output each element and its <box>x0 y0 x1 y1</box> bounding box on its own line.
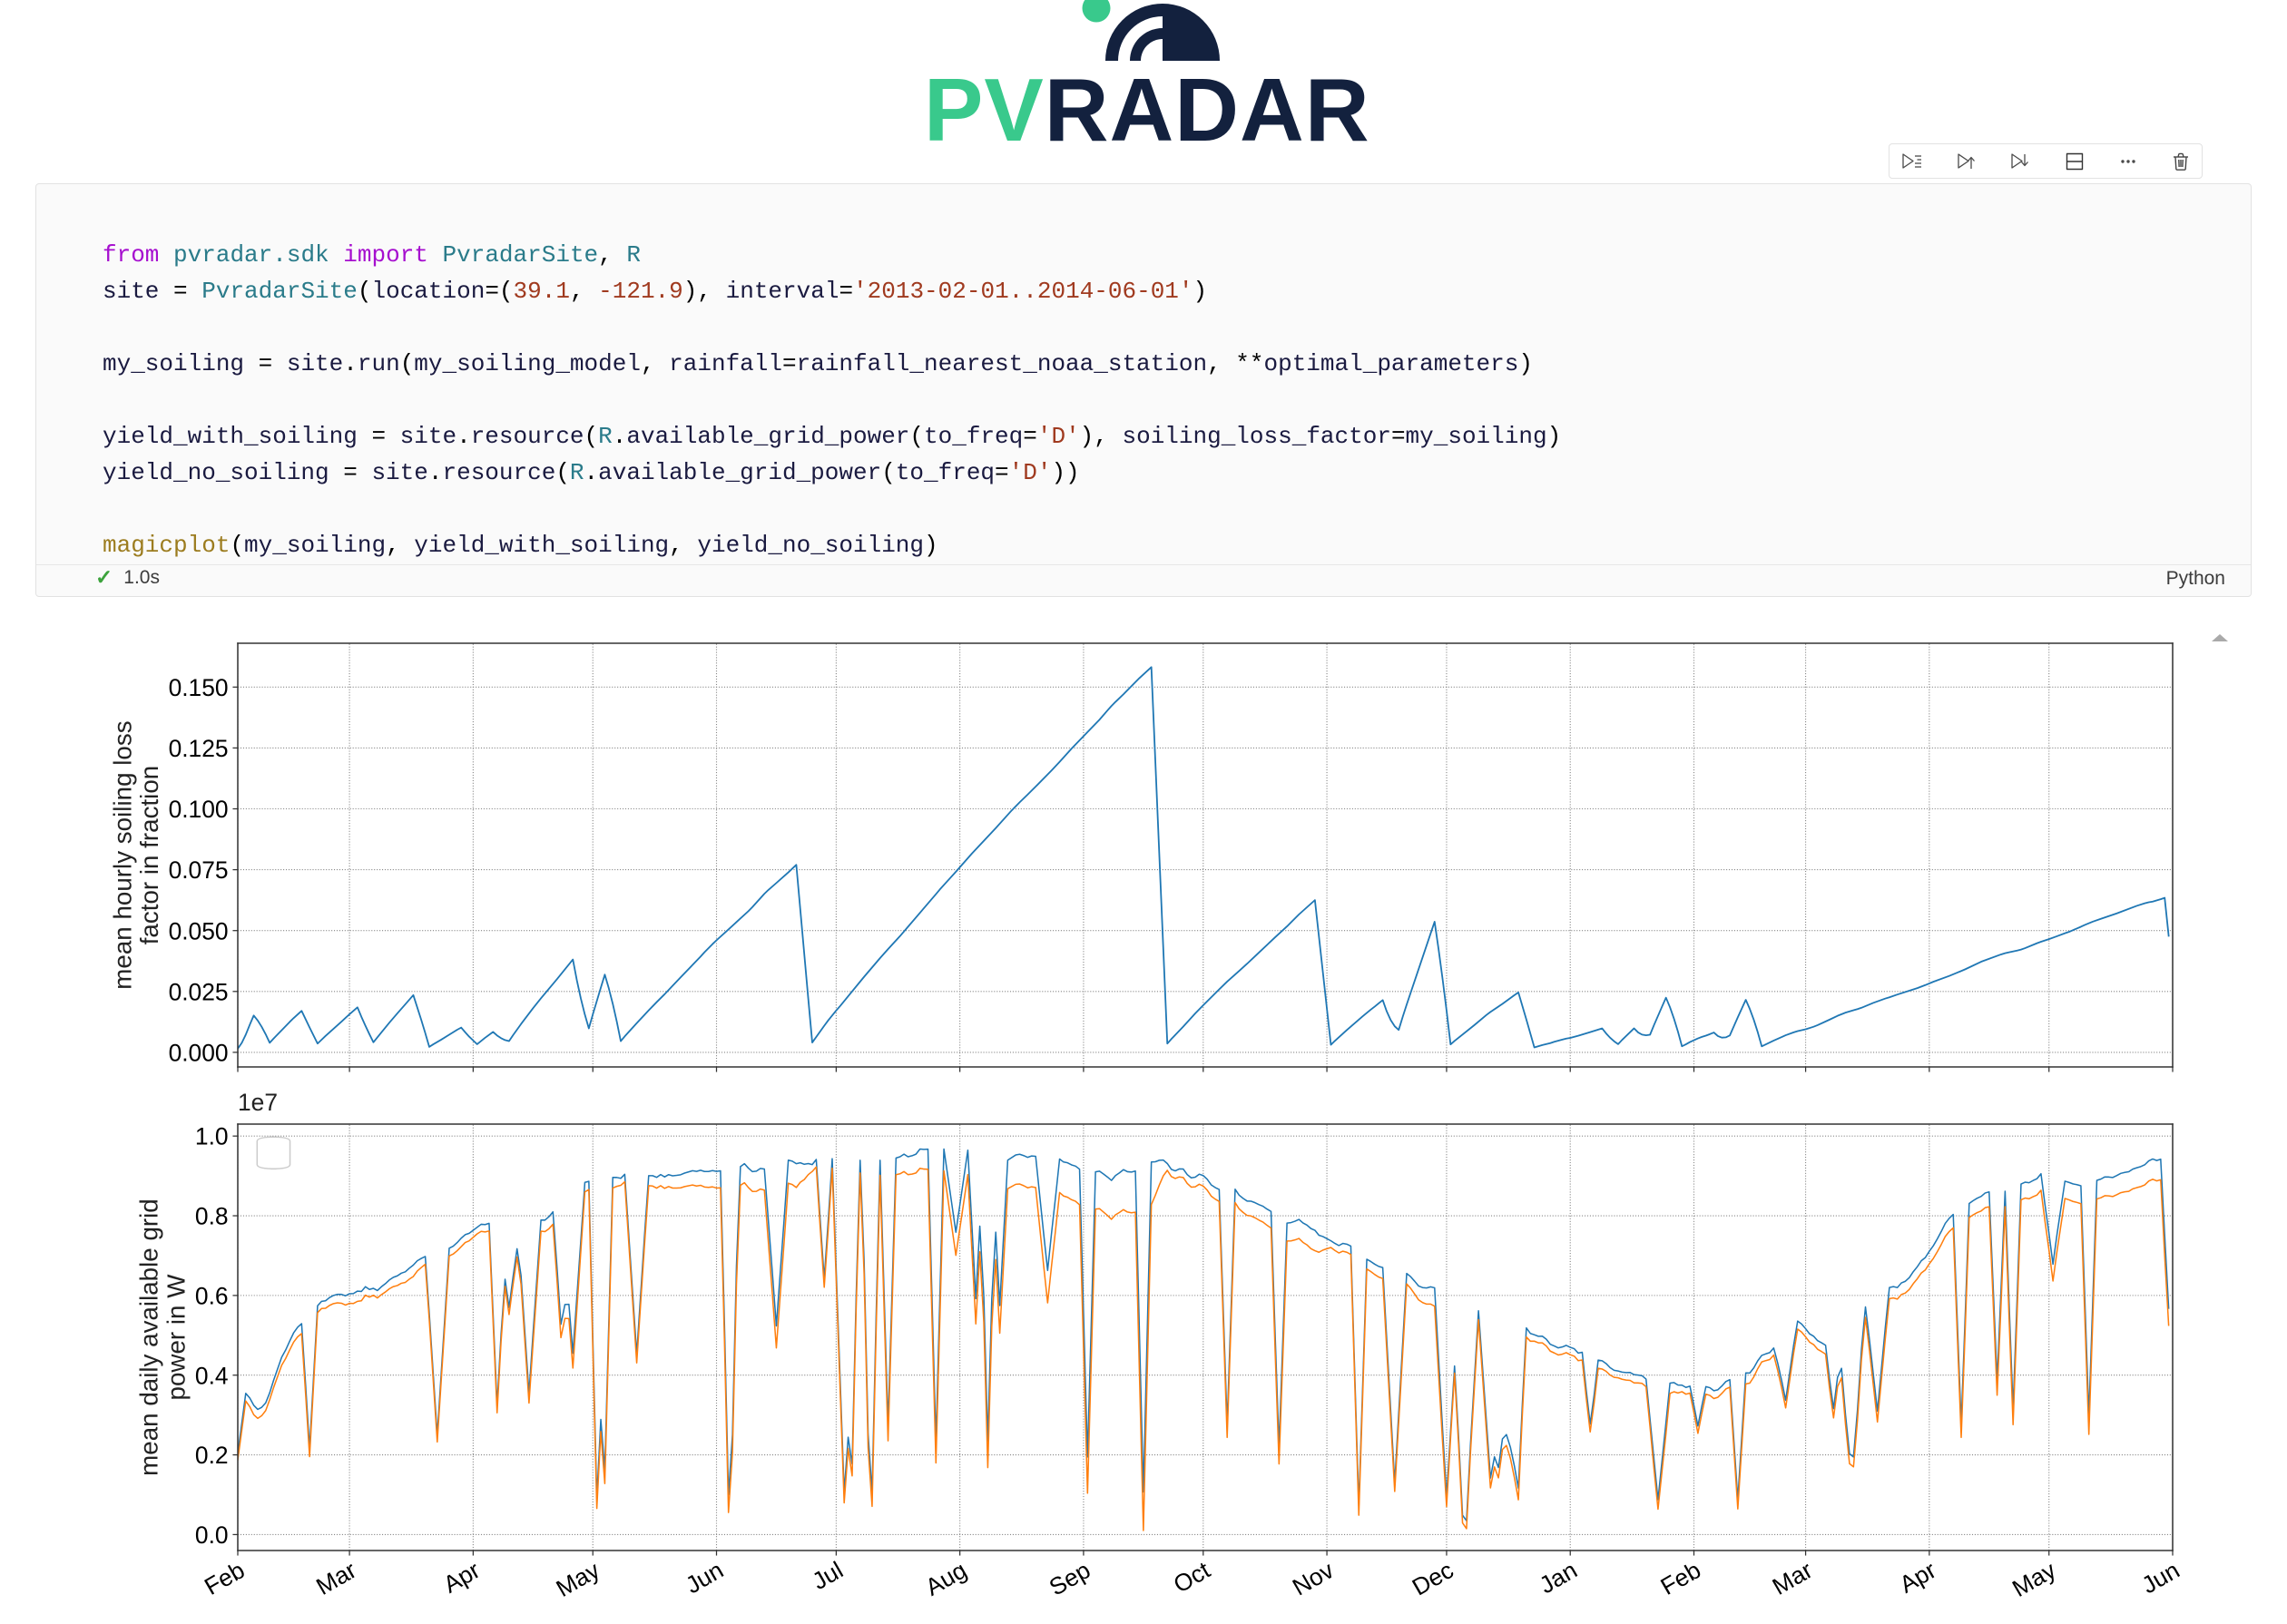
svg-text:0.0: 0.0 <box>195 1521 229 1549</box>
svg-text:Mar: Mar <box>311 1556 361 1600</box>
svg-text:0.100: 0.100 <box>169 796 229 823</box>
svg-text:0.025: 0.025 <box>169 978 229 1005</box>
svg-text:0.050: 0.050 <box>169 917 229 944</box>
svg-text:May: May <box>552 1556 605 1602</box>
svg-text:0.6: 0.6 <box>195 1282 229 1309</box>
svg-text:1.0: 1.0 <box>195 1123 229 1150</box>
svg-text:0.4: 0.4 <box>195 1362 229 1389</box>
svg-text:0.000: 0.000 <box>169 1039 229 1066</box>
svg-text:Oct: Oct <box>1169 1556 1215 1599</box>
svg-text:Jul: Jul <box>808 1556 848 1595</box>
svg-text:mean daily available grid: mean daily available grid <box>135 1198 163 1476</box>
svg-text:0.075: 0.075 <box>169 856 229 884</box>
svg-text:0.2: 0.2 <box>195 1442 229 1469</box>
svg-text:0.8: 0.8 <box>195 1203 229 1230</box>
svg-text:Feb: Feb <box>200 1556 249 1600</box>
svg-text:1e7: 1e7 <box>238 1089 278 1116</box>
svg-text:0.150: 0.150 <box>169 674 229 701</box>
svg-text:Dec: Dec <box>1408 1556 1458 1600</box>
svg-text:Jun: Jun <box>681 1556 728 1599</box>
svg-text:Apr: Apr <box>438 1556 485 1599</box>
svg-text:Jan: Jan <box>1535 1556 1582 1599</box>
svg-text:PVRADAR: PVRADAR <box>924 60 1370 159</box>
svg-text:Mar: Mar <box>1768 1556 1818 1600</box>
svg-text:Nov: Nov <box>1288 1556 1339 1601</box>
svg-text:power in W: power in W <box>162 1274 191 1401</box>
svg-text:Feb: Feb <box>1656 1556 1705 1600</box>
svg-text:May: May <box>2007 1556 2061 1602</box>
svg-text:Apr: Apr <box>1895 1556 1941 1599</box>
svg-text:Aug: Aug <box>921 1556 972 1600</box>
svg-text:Jun: Jun <box>2137 1556 2184 1599</box>
svg-text:mean hourly soiling loss: mean hourly soiling loss <box>108 720 136 989</box>
svg-text:0.125: 0.125 <box>169 735 229 762</box>
svg-text:Sep: Sep <box>1045 1556 1095 1600</box>
svg-text:factor in fraction: factor in fraction <box>135 766 163 945</box>
